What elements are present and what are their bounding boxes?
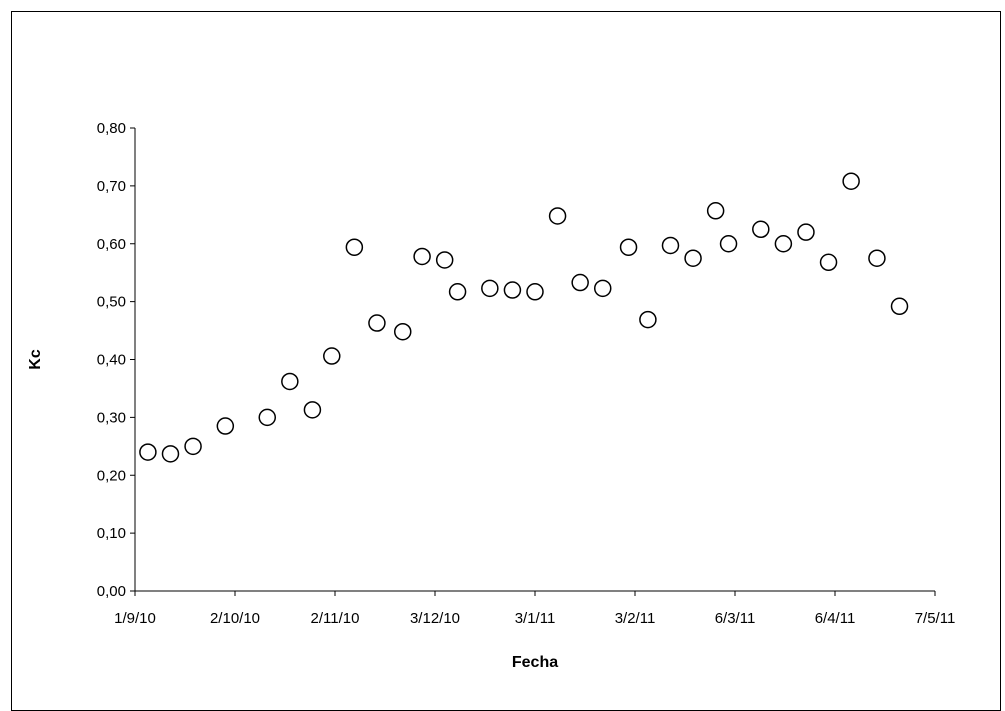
- x-tick-label: 3/2/11: [615, 610, 656, 627]
- data-point: [448, 283, 467, 301]
- data-point: [393, 322, 412, 341]
- data-point: [890, 297, 909, 316]
- y-tick-label: 0,80: [97, 120, 126, 137]
- y-tick-label: 0,60: [97, 236, 126, 253]
- data-point: [752, 220, 770, 239]
- data-point: [868, 249, 886, 267]
- y-tick-label: 0,20: [97, 467, 126, 484]
- data-point: [706, 202, 725, 220]
- data-point: [639, 310, 657, 329]
- data-point: [548, 207, 567, 225]
- data-point: [842, 172, 860, 190]
- data-point: [258, 408, 277, 427]
- data-point: [684, 249, 702, 267]
- y-tick-label: 0,70: [97, 178, 126, 195]
- data-point: [719, 235, 738, 253]
- data-points: [139, 172, 909, 463]
- data-point: [619, 238, 638, 256]
- x-tick-label: 3/1/11: [515, 610, 556, 627]
- data-point: [481, 279, 499, 298]
- data-point: [593, 279, 612, 298]
- data-point: [184, 437, 202, 456]
- data-point: [345, 238, 364, 256]
- y-tick-label: 0,10: [97, 525, 126, 542]
- data-point: [368, 314, 386, 332]
- y-tick-label: 0,00: [97, 583, 126, 600]
- data-point: [323, 347, 341, 365]
- data-point: [139, 443, 157, 461]
- y-tick-label: 0,30: [97, 409, 126, 426]
- data-point: [819, 253, 838, 272]
- x-tick-label: 3/12/10: [410, 610, 460, 627]
- y-tick-label: 0,40: [97, 352, 126, 369]
- y-tick-label: 0,50: [97, 294, 126, 311]
- data-point: [161, 445, 180, 463]
- data-point: [503, 281, 522, 299]
- data-point: [413, 247, 431, 266]
- data-point: [216, 417, 235, 435]
- data-point: [303, 401, 322, 419]
- data-point: [661, 236, 680, 255]
- x-tick-label: 2/10/10: [210, 610, 260, 627]
- x-tick-label: 7/5/11: [915, 610, 956, 627]
- x-tick-label: 6/3/11: [715, 610, 756, 627]
- data-point: [526, 283, 544, 301]
- data-point: [281, 372, 299, 391]
- y-axis-title: Kc: [27, 349, 44, 370]
- x-tick-label: 1/9/10: [114, 610, 156, 627]
- x-tick-label: 2/11/10: [311, 610, 360, 627]
- data-point: [797, 223, 815, 241]
- chart-frame: [11, 11, 1001, 711]
- x-axis-title: Fecha: [512, 654, 558, 671]
- x-tick-label: 6/4/11: [815, 610, 856, 627]
- x-axis: 1/9/10 2/10/10 2/11/10 3/12/10 3/1/11 3/2/11 6…: [114, 590, 956, 627]
- y-axis: 0,00 0,10 0,20 0,30 0,40 0,50 0,60 0,70 0,80: [97, 120, 136, 600]
- data-point: [571, 273, 589, 292]
- data-point: [435, 251, 454, 269]
- data-point: [774, 235, 793, 253]
